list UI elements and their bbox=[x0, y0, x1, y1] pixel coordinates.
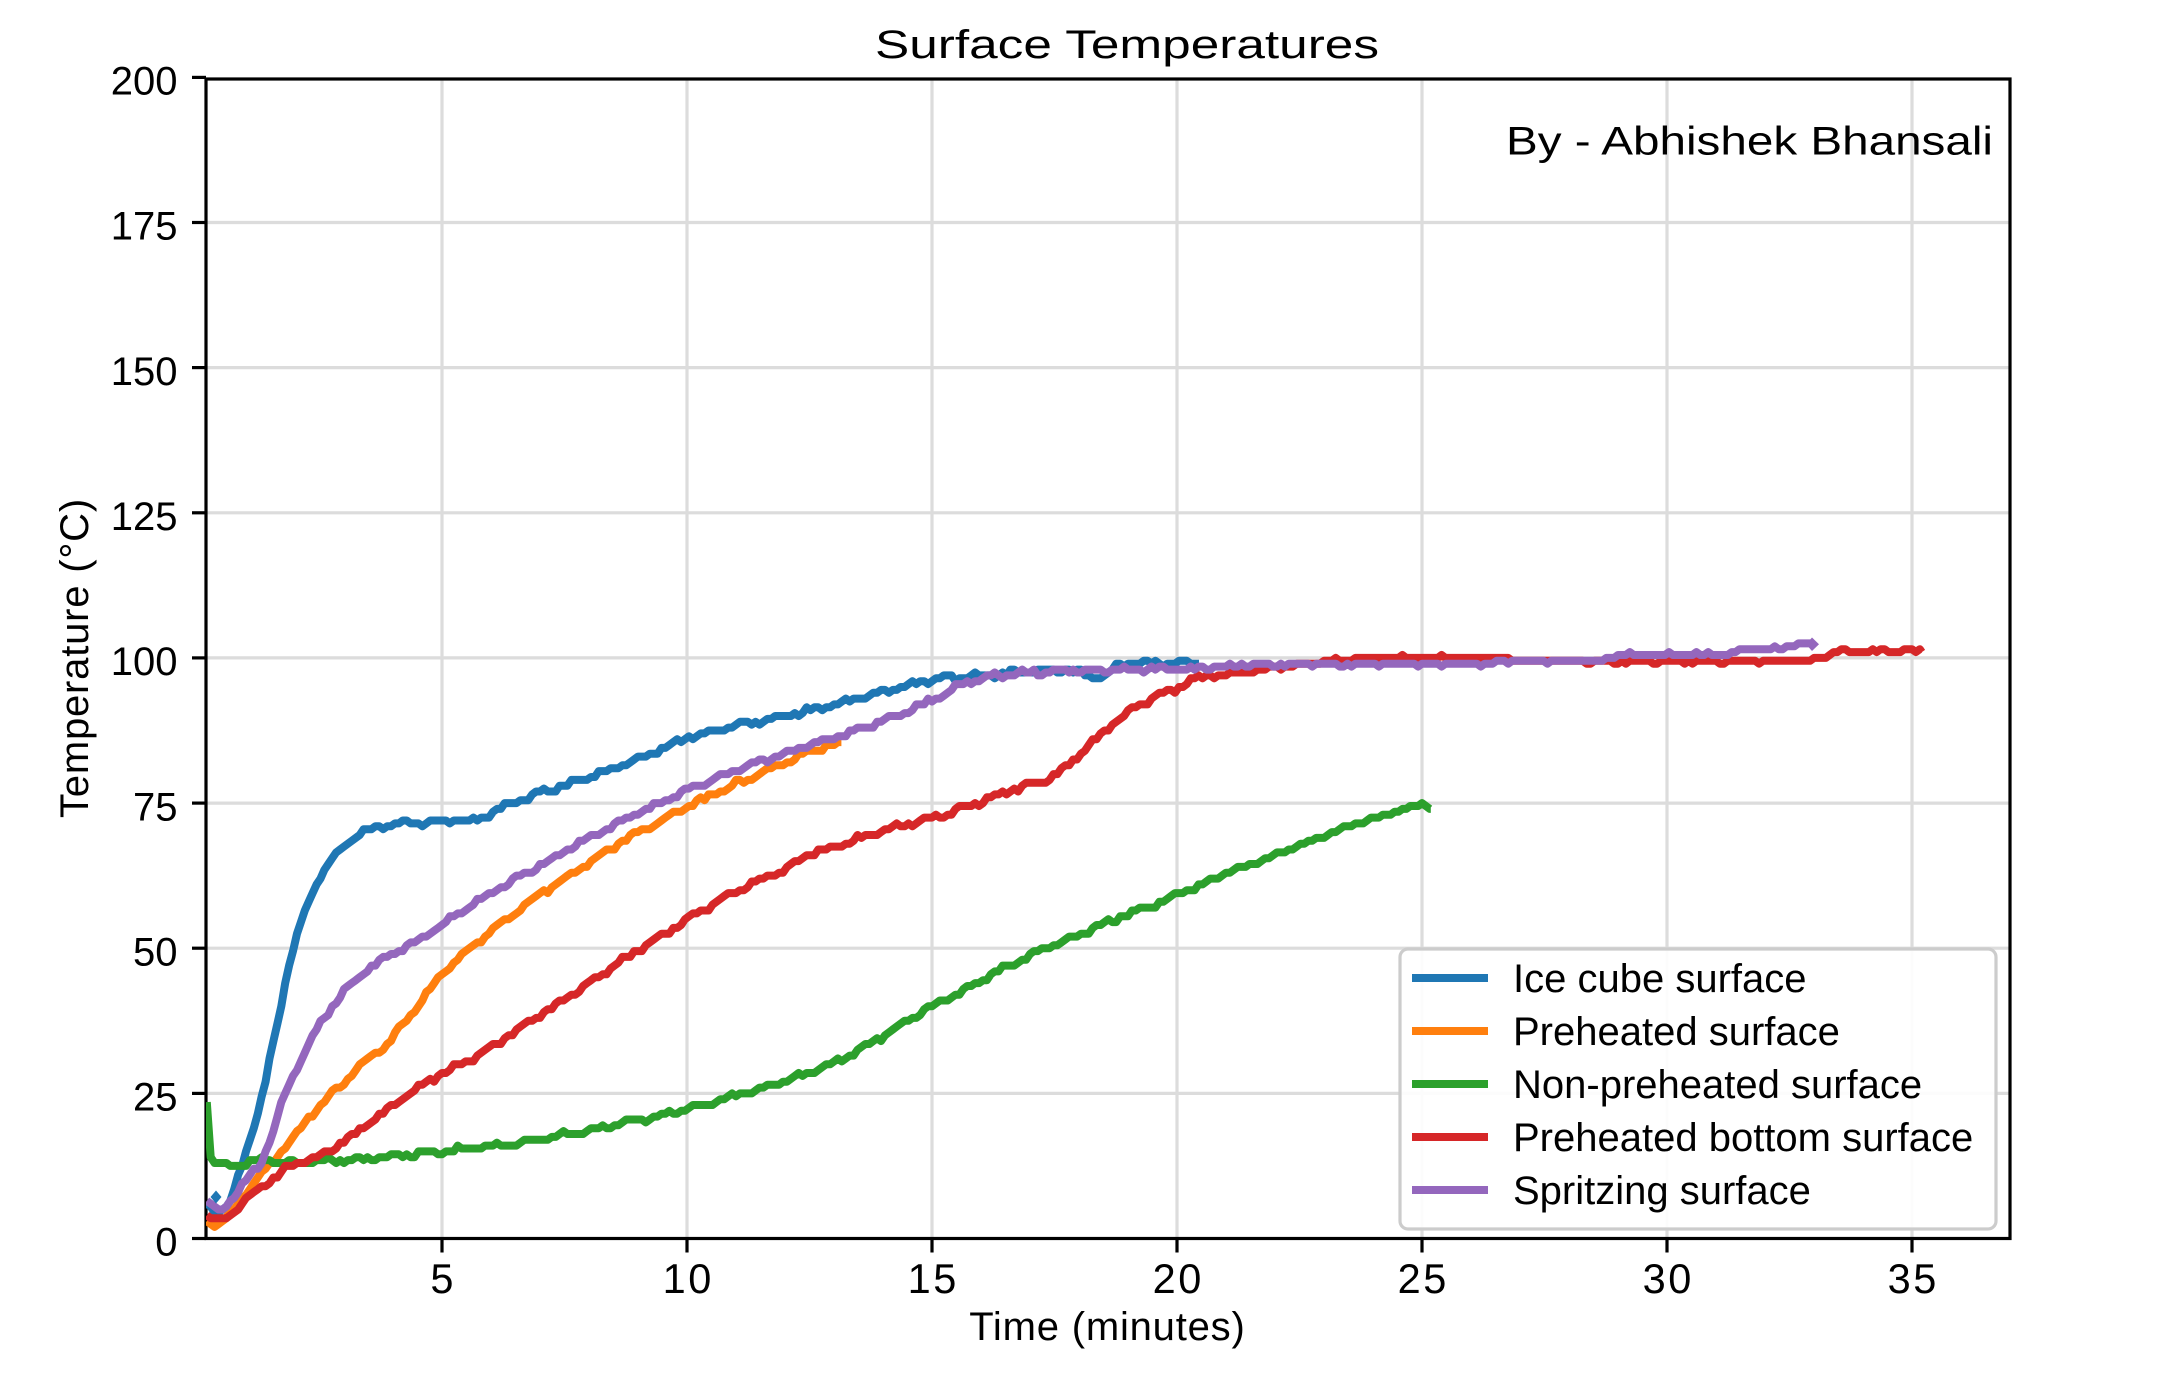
svg-text:200: 200 bbox=[111, 60, 178, 104]
svg-text:30: 30 bbox=[1643, 1255, 1694, 1302]
svg-text:Preheated surface: Preheated surface bbox=[1513, 1010, 1840, 1054]
svg-text:75: 75 bbox=[133, 785, 178, 829]
svg-text:35: 35 bbox=[1888, 1255, 1939, 1302]
svg-text:15: 15 bbox=[908, 1255, 959, 1302]
svg-text:125: 125 bbox=[111, 495, 178, 539]
svg-text:Temperature (°C): Temperature (°C) bbox=[53, 498, 97, 818]
svg-text:25: 25 bbox=[1398, 1255, 1449, 1302]
svg-text:Preheated bottom surface: Preheated bottom surface bbox=[1513, 1116, 1973, 1160]
svg-text:Surface Temperatures: Surface Temperatures bbox=[875, 23, 1379, 67]
svg-text:25: 25 bbox=[133, 1076, 178, 1120]
svg-text:10: 10 bbox=[663, 1255, 714, 1302]
svg-text:Ice cube surface: Ice cube surface bbox=[1513, 957, 1807, 1001]
svg-text:Time (minutes): Time (minutes) bbox=[969, 1305, 1245, 1349]
svg-text:Spritzing surface: Spritzing surface bbox=[1513, 1169, 1811, 1213]
svg-text:5: 5 bbox=[430, 1255, 456, 1302]
svg-text:By - Abhishek Bhansali: By - Abhishek Bhansali bbox=[1506, 119, 1993, 163]
svg-text:20: 20 bbox=[1153, 1255, 1204, 1302]
svg-text:50: 50 bbox=[133, 930, 178, 974]
svg-text:100: 100 bbox=[111, 640, 178, 684]
svg-text:Non-preheated surface: Non-preheated surface bbox=[1513, 1063, 1922, 1107]
svg-text:150: 150 bbox=[111, 350, 178, 394]
svg-text:0: 0 bbox=[155, 1221, 177, 1265]
svg-text:175: 175 bbox=[111, 205, 178, 249]
